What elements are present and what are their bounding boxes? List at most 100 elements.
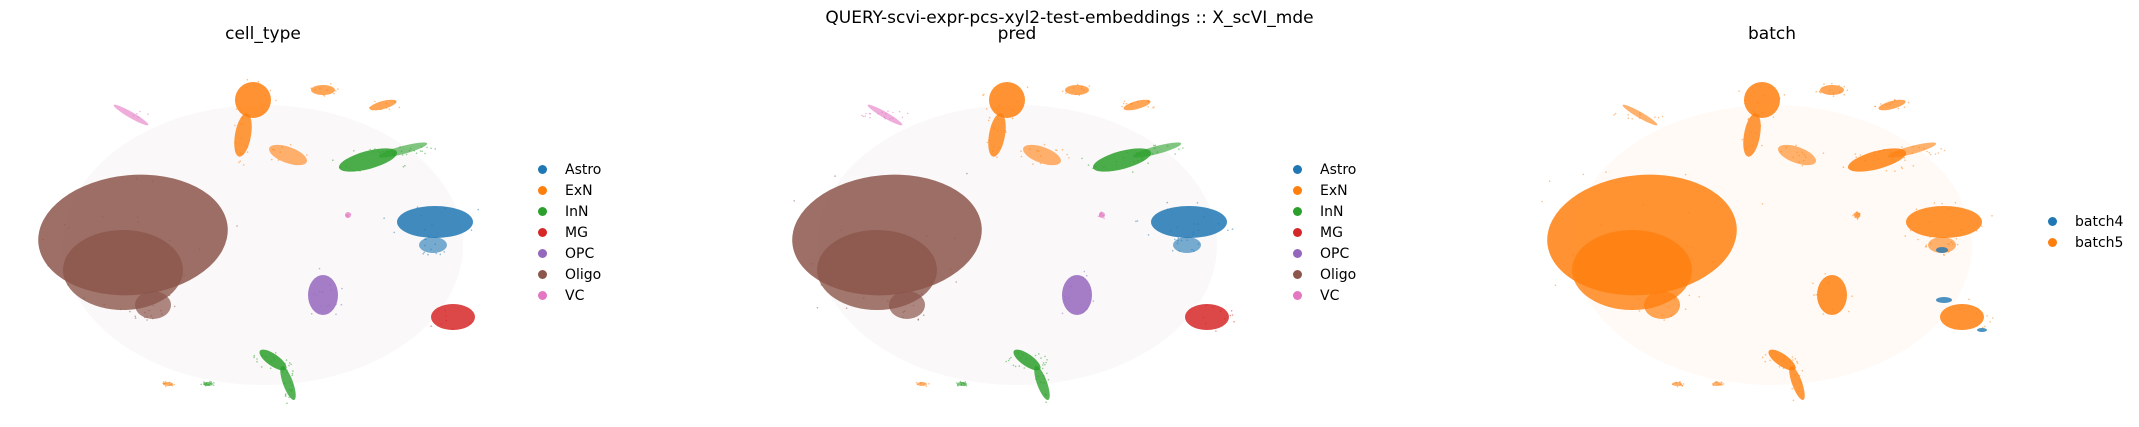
scatter-point: [919, 382, 922, 385]
cluster-Astro: [1151, 206, 1227, 238]
scatter-point: [1154, 144, 1156, 147]
scatter-point: [162, 297, 164, 300]
scatter-point: [330, 289, 332, 291]
scatter-point: [369, 148, 371, 151]
scatter-point: [1873, 154, 1876, 156]
scatter-point: [1751, 144, 1754, 147]
scatter-point: [272, 356, 275, 359]
scatter-point: [1193, 223, 1195, 225]
scatter-point: [1894, 151, 1897, 154]
scatter-point: [1121, 105, 1123, 108]
scatter-point: [1652, 299, 1654, 301]
scatter-point: [1812, 282, 1814, 285]
scatter-point: [420, 214, 423, 217]
legend-marker: [2048, 238, 2057, 247]
scatter-point: [1087, 164, 1090, 166]
scatter-point: [1670, 315, 1672, 317]
cluster-ExN: [1123, 99, 1151, 111]
scatter-point: [921, 293, 923, 295]
scatter-point: [107, 282, 110, 284]
scatter-point: [1123, 100, 1126, 103]
scatter-point: [275, 99, 277, 102]
scatter-point: [956, 382, 958, 384]
scatter-point: [1950, 241, 1953, 243]
cluster-ExN: [1065, 85, 1089, 95]
cluster-ExN: [234, 113, 252, 157]
scatter-point: [1184, 236, 1187, 239]
scatter-point: [345, 165, 347, 168]
scatter-point: [1783, 360, 1785, 362]
scatter-point: [1660, 244, 1663, 247]
scatter-point: [310, 313, 313, 315]
scatter-point: [1686, 245, 1688, 247]
scatter-point: [212, 384, 215, 387]
scatter-point: [1230, 310, 1233, 312]
scatter-point: [1224, 317, 1226, 320]
legend-item: ExN: [1293, 180, 1356, 201]
scatter-point: [477, 208, 480, 211]
scatter-point: [1803, 154, 1806, 156]
scatter-point: [242, 164, 245, 166]
scatter-point: [959, 380, 962, 383]
scatter-point: [1676, 385, 1679, 388]
legend-item: VC: [1293, 285, 1356, 306]
scatter-point: [234, 150, 237, 152]
scatter-point: [1016, 100, 1019, 103]
scatter-point: [253, 356, 255, 359]
scatter-point: [173, 383, 175, 386]
legend-item: OPC: [538, 243, 601, 264]
scatter-point: [1859, 214, 1861, 216]
scatter-point: [1798, 374, 1801, 377]
scatter-point: [1688, 294, 1691, 297]
scatter-point: [200, 383, 202, 386]
scatter-point: [1174, 153, 1176, 155]
scatter-point: [430, 325, 432, 328]
scatter-point: [440, 323, 443, 326]
scatter-point: [288, 388, 291, 391]
scatter-point: [1046, 359, 1048, 361]
scatter-point: [1141, 157, 1143, 159]
scatter-point: [1711, 261, 1714, 263]
scatter-point: [1991, 215, 1993, 217]
scatter-point: [208, 384, 210, 386]
scatter-point: [1122, 157, 1125, 159]
scatter-point: [1855, 156, 1857, 158]
scatter-point: [793, 200, 795, 202]
scatter-point: [241, 117, 244, 119]
scatter-point: [402, 165, 405, 168]
scatter-point: [1687, 212, 1690, 214]
scatter-point: [1156, 151, 1159, 153]
scatter-point: [891, 117, 894, 120]
scatter-point: [1080, 88, 1083, 90]
scatter-point: [146, 316, 148, 318]
scatter-point: [1600, 241, 1603, 243]
cluster-Astro: [419, 237, 447, 253]
scatter-point: [1796, 362, 1799, 365]
scatter-point: [1798, 387, 1801, 389]
scatter-point: [1842, 166, 1845, 168]
legend-marker: [538, 165, 547, 174]
scatter-point: [1857, 216, 1859, 219]
scatter-point: [869, 112, 872, 115]
scatter-point: [1019, 357, 1022, 359]
scatter-point: [1955, 237, 1958, 240]
legend-marker: [1293, 270, 1302, 279]
scatter-point: [1582, 173, 1585, 176]
scatter-point: [1750, 131, 1753, 133]
scatter-point: [914, 272, 916, 274]
cluster-batch5: [1743, 113, 1761, 157]
cluster-ExN: [235, 82, 271, 118]
scatter-point: [1599, 224, 1602, 226]
scatter-point: [209, 382, 212, 385]
scatter-point: [1012, 364, 1015, 367]
cluster-InN: [259, 349, 287, 371]
scatter-point: [1791, 356, 1794, 358]
scatter-point: [1794, 367, 1797, 369]
scatter-point: [1029, 148, 1031, 150]
scatter-point: [1783, 355, 1786, 358]
scatter-point: [840, 229, 843, 232]
legend-cell-type: Astro ExN InN MG OPC Oligo VC: [538, 159, 601, 306]
scatter-point: [386, 107, 388, 109]
scatter-point: [1761, 203, 1764, 205]
scatter-point: [1832, 95, 1835, 97]
